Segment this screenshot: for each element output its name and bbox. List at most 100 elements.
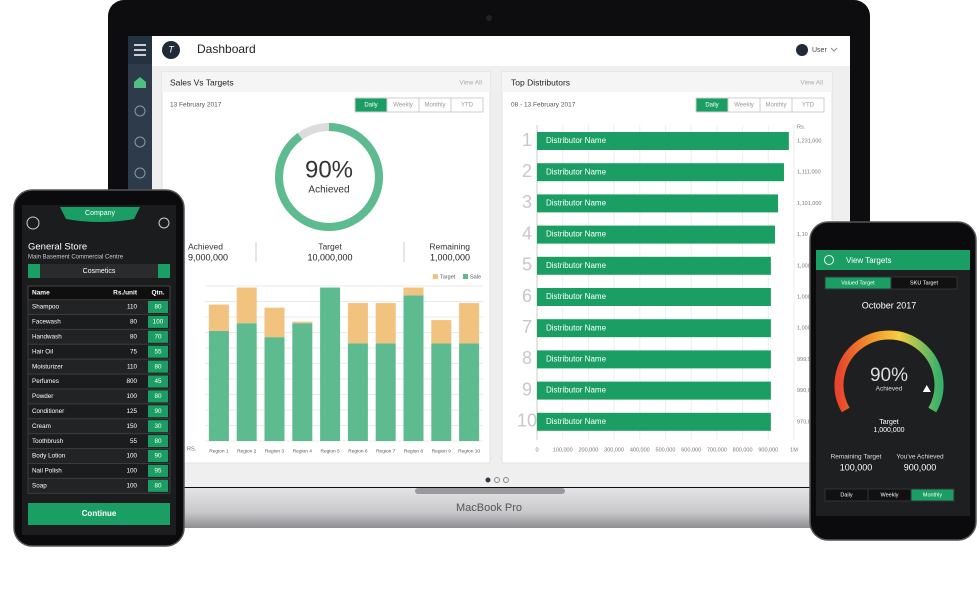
x-tick-label: 100,000 <box>553 447 573 453</box>
rank: 2 <box>522 161 532 181</box>
continue-button[interactable] <box>28 503 170 525</box>
tab-label[interactable]: Monthly <box>424 103 445 109</box>
tab[interactable] <box>910 488 955 502</box>
cell: 55 <box>130 438 138 445</box>
button-label[interactable]: Continue <box>82 509 117 518</box>
x-tick-label: 300,000 <box>604 447 624 453</box>
x-tick-label: Region 8 <box>404 448 424 454</box>
bar-segment <box>208 330 229 441</box>
cell: 100 <box>126 453 137 460</box>
cell: 150 <box>126 423 137 430</box>
page-dot[interactable] <box>494 477 500 483</box>
view-all[interactable]: View All <box>800 80 823 87</box>
tab-label[interactable]: Daily <box>705 103 718 109</box>
tab-label[interactable]: YTD <box>802 103 815 109</box>
user-icon[interactable] <box>796 44 808 56</box>
cell: 100 <box>126 482 137 489</box>
bar <box>537 194 779 213</box>
tab-label[interactable]: Weekly <box>393 103 413 109</box>
qty-box <box>148 435 168 448</box>
view-all[interactable]: View All <box>459 80 482 87</box>
bar-label: Distributor Name <box>546 167 607 176</box>
tab[interactable] <box>450 97 484 113</box>
rank: 4 <box>522 223 532 243</box>
cell: 80 <box>154 363 162 370</box>
brand: MacBook Pro <box>456 502 522 514</box>
phone-right: View Targets October 2017 Target 1,000,0… <box>809 221 977 541</box>
qty-box <box>148 420 168 433</box>
cell: Toothbrush <box>32 438 64 445</box>
tab-label[interactable]: Daily <box>840 492 852 498</box>
bar-segment <box>459 343 480 441</box>
nav-icon[interactable] <box>134 167 146 179</box>
qty-box <box>148 479 168 492</box>
donut-caption: Achieved <box>308 185 349 196</box>
value-label: 970,0 <box>797 419 811 425</box>
nav-icon[interactable] <box>134 105 146 117</box>
page-dot[interactable] <box>503 477 509 483</box>
qty-box <box>148 405 168 418</box>
tab-label[interactable]: Valued Target <box>841 280 875 286</box>
cell: 30 <box>154 423 162 430</box>
page-dot[interactable] <box>485 477 491 483</box>
legend-label: Target <box>440 274 456 280</box>
stat-value: 1,000,000 <box>430 252 470 262</box>
bar <box>537 319 771 338</box>
x-tick-label: 0 <box>535 447 538 453</box>
x-tick-label: Region 5 <box>320 448 340 454</box>
bar-label: Distributor Name <box>546 261 607 270</box>
tab-label[interactable]: Weekly <box>881 492 899 498</box>
top-bar <box>152 36 850 66</box>
user-name[interactable]: User <box>812 47 827 54</box>
bar-segment <box>347 343 368 441</box>
cell: 125 <box>126 408 137 415</box>
home-icon[interactable] <box>134 77 146 88</box>
bar-segment <box>320 287 341 441</box>
chevron <box>830 47 838 52</box>
title: View Targets <box>846 256 892 265</box>
brand: Company <box>85 210 115 217</box>
tab-label[interactable]: Monthly <box>765 103 786 109</box>
cell: Soap <box>32 482 47 489</box>
notch <box>415 488 565 494</box>
tab-label[interactable]: Daily <box>364 103 377 109</box>
stat-label: Target <box>318 241 342 251</box>
y-unit: RS. <box>187 446 197 452</box>
qty-box <box>148 345 168 358</box>
nav-icon[interactable] <box>134 136 146 148</box>
tab-label[interactable]: SKU Target <box>910 280 938 286</box>
tab-label[interactable]: Monthly <box>923 492 943 498</box>
bar-segment <box>264 307 285 338</box>
bar-segment <box>375 343 396 441</box>
stat-label: Remaining <box>429 241 470 251</box>
cell: 75 <box>130 348 138 355</box>
bar-label: Distributor Name <box>546 199 607 208</box>
menu[interactable] <box>158 217 170 229</box>
store: General Store <box>28 242 87 253</box>
bar <box>537 163 784 182</box>
cell: Cream <box>32 423 51 430</box>
tab[interactable] <box>791 97 825 113</box>
bar-label: Distributor Name <box>546 292 607 301</box>
tab-label[interactable]: Weekly <box>734 103 754 109</box>
tab-label[interactable]: YTD <box>461 103 474 109</box>
bar-segment <box>347 303 368 344</box>
x-tick-label: 600,000 <box>681 447 701 453</box>
qty-box <box>148 301 168 313</box>
date: 13 February 2017 <box>170 102 222 109</box>
date: 08 - 13 February 2017 <box>511 102 576 109</box>
value-label: 999,9 <box>797 357 811 363</box>
target-value: 1,000,000 <box>873 427 904 434</box>
bar-segment <box>403 295 424 441</box>
logo <box>26 216 40 230</box>
back[interactable] <box>824 255 834 265</box>
next[interactable] <box>158 264 170 278</box>
donut-value: 90% <box>305 156 353 183</box>
logo <box>162 41 180 59</box>
prev[interactable] <box>28 264 40 278</box>
value-label: 1,10 <box>797 232 808 238</box>
tab[interactable] <box>890 276 958 290</box>
rank: 9 <box>522 379 532 399</box>
x-tick-label: Region 7 <box>376 448 396 454</box>
